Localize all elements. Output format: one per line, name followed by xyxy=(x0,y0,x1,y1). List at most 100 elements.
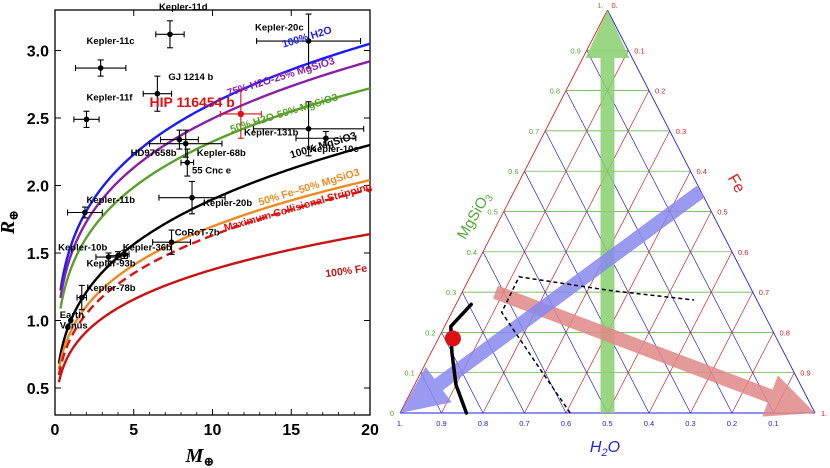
ternary-edge-left xyxy=(399,9,608,414)
y-axis-label: R⊕ xyxy=(0,210,21,235)
fe-tick-label: 0.6 xyxy=(738,248,748,257)
y-tick-label: 2.5 xyxy=(27,111,49,128)
y-tick-label: 0.5 xyxy=(27,381,49,398)
planet-marker xyxy=(176,136,183,143)
fe-tick-label: 0.9 xyxy=(800,369,810,378)
blue-arrow xyxy=(400,185,705,413)
fe-tick-label: 0.1 xyxy=(634,46,644,55)
fe-grid-line xyxy=(607,211,712,414)
planet-corot-7b xyxy=(152,229,191,255)
planet-kepler-78b xyxy=(76,284,88,311)
curve-label-100-fe: 100% Fe xyxy=(325,263,368,281)
curve-50-h2o-50-mgsio3 xyxy=(59,87,370,309)
solid-composition-curve xyxy=(449,302,473,415)
ternary-point xyxy=(444,330,461,347)
ternary-chart: 1.00.90.10.10.80.20.20.70.30.30.60.40.40… xyxy=(390,1,827,459)
planet-marker xyxy=(323,135,329,142)
curve-100-h2o xyxy=(59,42,370,291)
h2o-tick-label: 0.9 xyxy=(436,419,446,428)
label-kepler-78b: Kepler-78b xyxy=(87,283,136,294)
mass-radius-ticks: 0 5 10 15 20 0.5 1.0 1.5 2.0 2.5 3.0 xyxy=(27,10,379,439)
planet-marker xyxy=(167,31,173,38)
fe-top-label: 0. xyxy=(612,1,618,10)
planet-marker xyxy=(237,110,245,118)
y-tick-label: 1.0 xyxy=(27,314,49,331)
label-kepler-20c: Kepler-20c xyxy=(255,22,304,33)
planet-marker xyxy=(305,38,312,44)
label-kepler-10b: Kepler-10b xyxy=(58,242,107,253)
ternary-curves xyxy=(449,275,695,415)
h2o-tick-label: 0.3 xyxy=(685,419,695,428)
y-tick-label: 2.0 xyxy=(27,179,49,196)
h2o-tick-label: 0.6 xyxy=(561,419,571,428)
x-tick-label: 0 xyxy=(51,422,60,439)
fe-tick-label: 1. xyxy=(821,409,827,418)
label-kepler-36b: Kepler-36b xyxy=(123,242,172,253)
label-kepler-93b: Kepler-93b xyxy=(87,259,136,270)
planet-kepler-20b xyxy=(158,180,226,215)
mgsio3-tick-label: 0.9 xyxy=(570,46,580,55)
fe-tick-label: 0.2 xyxy=(655,87,665,96)
label-kepler-20b: Kepler-20b xyxy=(203,198,252,209)
x-tick-label: 5 xyxy=(129,422,138,439)
planet-points xyxy=(65,13,365,331)
fe-grid-line xyxy=(648,251,733,414)
label-kepler-11c: Kepler-11c xyxy=(87,36,135,47)
planet-kepler-68b xyxy=(148,129,223,158)
ternary-arrows xyxy=(400,10,815,417)
mgsio3-tick-label: 0.4 xyxy=(467,248,477,257)
planet-kepler-10c xyxy=(295,130,357,146)
fe-tick-label: 0.7 xyxy=(759,288,769,297)
x-tick-label: 15 xyxy=(282,422,300,439)
curve-100-fe xyxy=(57,232,370,383)
label-hd97658b: HD97658b xyxy=(131,148,177,159)
planet-earth xyxy=(67,317,74,324)
mgsio3-tick-label: 0.2 xyxy=(425,328,435,337)
x-tick-label: 10 xyxy=(204,422,222,439)
planet-kepler-11c xyxy=(74,59,127,77)
label-hip-116454-b: HIP 116454 b xyxy=(150,94,235,110)
curve-50-fe-50-mgsio3 xyxy=(57,178,370,370)
label-gj-1214-b: GJ 1214 b xyxy=(168,72,213,83)
planet-kepler-11d xyxy=(155,20,185,49)
label-kepler-131b: Kepler-131b xyxy=(244,128,299,139)
planet-kepler-20c xyxy=(256,13,362,69)
fe-grid-line xyxy=(731,332,774,414)
ternary-tick-labels: 1.00.90.10.10.80.20.20.70.30.30.60.40.40… xyxy=(390,1,827,428)
label-venus: Venus xyxy=(60,321,88,332)
label-corot-7b: CoRoT-7b xyxy=(175,227,220,238)
planet-kepler-131b xyxy=(252,101,365,157)
planet-marker xyxy=(115,252,121,259)
h2o-tick-label: 1. xyxy=(397,419,403,428)
planet-hip-116454-b xyxy=(219,89,262,139)
mgsio3-tick-label: 0.1 xyxy=(404,369,414,378)
label-kepler-10c: Kepler-10c xyxy=(310,144,359,155)
mgsio3-tick-label: 0.6 xyxy=(508,167,518,176)
h2o-tick-label: 0.7 xyxy=(519,419,529,428)
fe-tick-label: 0.3 xyxy=(676,127,686,136)
x-tick-label: 20 xyxy=(361,422,379,439)
mgsio3-tick-label: 0.5 xyxy=(487,208,497,217)
h2o-tick-label: 0.8 xyxy=(478,419,488,428)
planet-kepler-93b xyxy=(108,251,128,261)
ternary-edge-right xyxy=(607,9,816,414)
fe-tick-label: 0.5 xyxy=(717,208,727,217)
x-axis-label: M⊕ xyxy=(185,445,215,468)
planet-marker xyxy=(182,140,189,147)
label-earth: Earth xyxy=(60,310,84,321)
h2o-grid-line xyxy=(482,251,567,414)
planet-marker xyxy=(65,324,71,331)
planet-marker xyxy=(83,116,90,123)
label-kepler-11f: Kepler-11f xyxy=(87,92,134,103)
green-arrow xyxy=(585,10,630,413)
h2o-grid-line xyxy=(544,130,691,414)
planet-marker xyxy=(67,317,74,324)
curve-75-h2o-25-mgsio3 xyxy=(59,60,370,299)
h2o-grid-line xyxy=(586,50,774,414)
dashed-composition-curve xyxy=(500,275,695,414)
curve-maximum-collisional-stripping xyxy=(57,188,370,376)
fe-axis-label: Fe xyxy=(724,171,748,196)
fe-grid-line xyxy=(690,291,754,414)
red-arrow xyxy=(493,285,815,417)
planet-marker xyxy=(184,159,191,166)
